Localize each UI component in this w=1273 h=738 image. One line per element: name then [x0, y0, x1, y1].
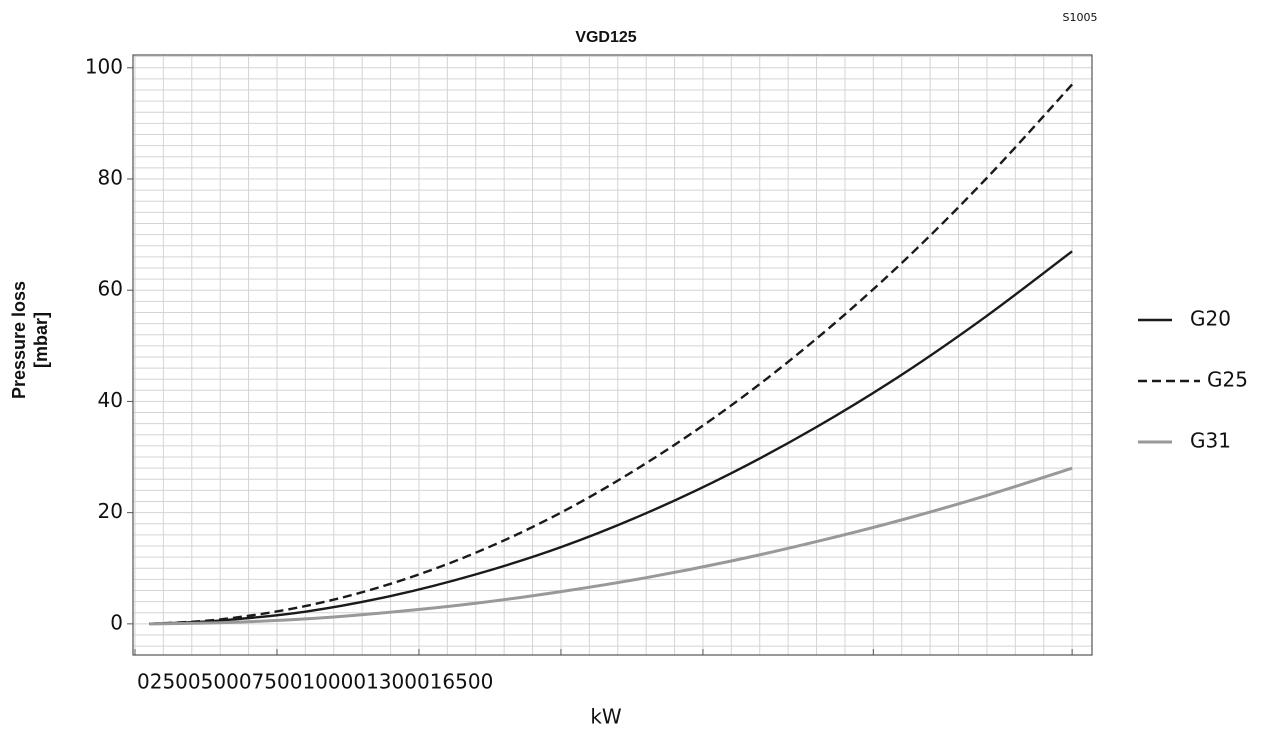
y-tick-label: 80 — [98, 166, 123, 190]
legend-label: G31 — [1190, 429, 1231, 453]
x-tick-label: 0 — [137, 670, 150, 694]
x-tick-label: 5000 — [201, 670, 252, 694]
chart-title: VGD125 — [575, 29, 636, 46]
y-tick-label: 0 — [110, 610, 123, 634]
y-tick-label: 100 — [85, 54, 123, 78]
x-tick-label: 7500 — [252, 670, 303, 694]
y-tick-label: 60 — [98, 277, 123, 301]
x-tick-label: 13000 — [366, 670, 430, 694]
series-line — [149, 250, 1073, 626]
legend-label: G20 — [1190, 307, 1231, 331]
x-tick-label: 16500 — [430, 670, 494, 694]
x-axis-label: kW — [590, 705, 622, 729]
y-axis-label: Pressure loss — [9, 281, 29, 399]
y-tick-label: 20 — [98, 499, 123, 523]
x-tick-label: 10000 — [302, 670, 366, 694]
series-line — [149, 466, 1073, 626]
chart-code: S1005 — [1063, 11, 1098, 24]
y-tick-label: 40 — [98, 388, 123, 412]
series-line — [149, 83, 1074, 626]
plot-frame — [132, 54, 1093, 656]
y-axis-label: [mbar] — [31, 312, 51, 368]
legend-label: G25 — [1207, 368, 1248, 392]
x-tick-label: 2500 — [150, 670, 201, 694]
